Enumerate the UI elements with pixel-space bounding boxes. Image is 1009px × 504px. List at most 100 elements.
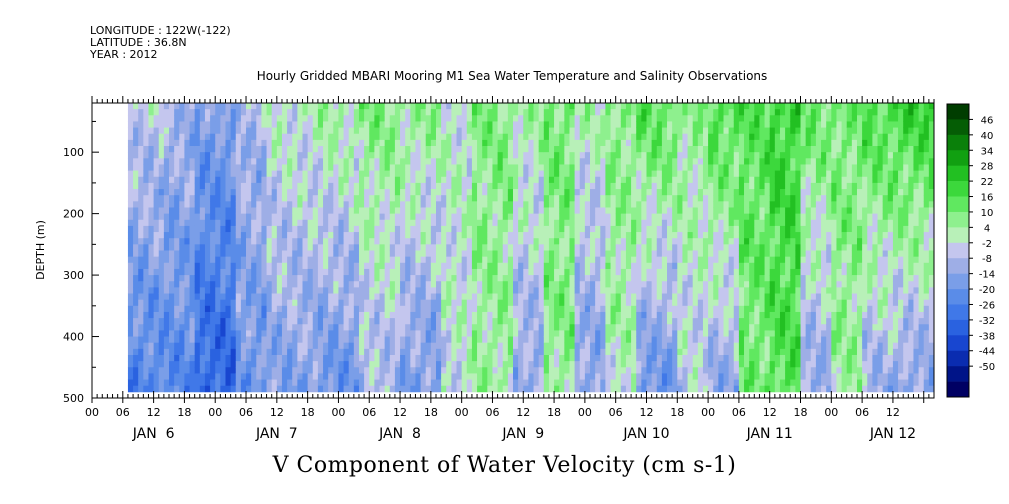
heatmap-cell xyxy=(312,201,319,208)
heatmap-cell xyxy=(610,207,617,215)
heatmap-cell xyxy=(441,244,447,251)
heatmap-cell xyxy=(451,225,457,233)
heatmap-cell xyxy=(579,238,586,245)
heatmap-cell xyxy=(482,225,488,233)
heatmap-cell xyxy=(210,250,216,258)
heatmap-cell xyxy=(554,176,560,184)
heatmap-cell xyxy=(533,305,540,313)
heatmap-cell xyxy=(543,189,550,196)
heatmap-cell xyxy=(471,299,478,307)
heatmap-cell xyxy=(189,287,196,294)
heatmap-cell xyxy=(189,189,196,196)
heatmap-cell xyxy=(574,201,581,208)
heatmap-cell xyxy=(297,232,303,239)
heatmap-cell xyxy=(384,152,391,159)
heatmap-cell xyxy=(338,324,344,331)
heatmap-cell xyxy=(374,268,380,276)
heatmap-cell xyxy=(184,342,190,350)
heatmap-cell xyxy=(312,361,319,368)
heatmap-cell xyxy=(492,287,498,294)
heatmap-cell xyxy=(466,146,473,153)
heatmap-cell xyxy=(266,201,273,208)
heatmap-cell xyxy=(163,336,170,344)
heatmap-cell xyxy=(143,232,149,239)
heatmap-cell xyxy=(405,318,411,325)
heatmap-cell xyxy=(148,238,155,245)
heatmap-cell xyxy=(194,109,201,116)
heatmap-cell xyxy=(307,103,314,110)
heatmap-cell xyxy=(343,287,350,294)
heatmap-cell xyxy=(461,373,468,380)
heatmap-cell xyxy=(235,318,242,325)
heatmap-cell xyxy=(466,158,473,165)
heatmap-cell xyxy=(317,281,324,288)
heatmap-cell xyxy=(574,330,581,337)
heatmap-cell xyxy=(256,176,262,184)
heatmap-cell xyxy=(394,342,401,350)
heatmap-cell xyxy=(179,189,185,196)
heatmap-cell xyxy=(153,139,160,147)
heatmap-cell xyxy=(204,164,211,172)
heatmap-cell xyxy=(379,379,386,387)
heatmap-cell xyxy=(251,133,257,141)
heatmap-cell xyxy=(574,213,581,221)
heatmap-cell xyxy=(400,305,406,313)
heatmap-cell xyxy=(405,146,411,153)
heatmap-cell xyxy=(569,299,576,307)
heatmap-cell xyxy=(461,213,468,221)
heatmap-cell xyxy=(513,281,519,288)
heatmap-cell xyxy=(461,275,468,282)
heatmap-cell xyxy=(667,299,673,307)
heatmap-cell xyxy=(225,318,232,325)
heatmap-cell xyxy=(138,121,144,128)
heatmap-cell xyxy=(615,318,622,325)
heatmap-cell xyxy=(497,219,504,227)
heatmap-cell xyxy=(528,299,534,307)
heatmap-cell xyxy=(169,262,175,270)
heatmap-cell xyxy=(143,244,149,251)
heatmap-cell xyxy=(543,348,550,356)
heatmap-cell xyxy=(600,250,606,258)
heatmap-cell xyxy=(631,373,637,380)
heatmap-cell xyxy=(507,189,514,196)
heatmap-cell xyxy=(199,103,206,110)
heatmap-cell xyxy=(497,164,504,172)
heatmap-cell xyxy=(384,256,391,264)
heatmap-cell xyxy=(667,225,673,233)
heatmap-cell xyxy=(256,268,262,276)
heatmap-cell xyxy=(564,336,570,344)
heatmap-cell xyxy=(656,287,663,294)
heatmap-cell xyxy=(261,336,267,344)
heatmap-cell xyxy=(461,256,468,264)
heatmap-cell xyxy=(430,385,437,393)
heatmap-cell xyxy=(251,225,257,233)
heatmap-cell xyxy=(590,354,596,362)
heatmap-cell xyxy=(430,281,437,288)
heatmap-cell xyxy=(471,146,478,153)
heatmap-cell xyxy=(584,330,591,337)
heatmap-cell xyxy=(574,287,581,294)
heatmap-cell xyxy=(389,311,396,319)
heatmap-cell xyxy=(461,164,468,172)
heatmap-cell xyxy=(590,299,596,307)
heatmap-cell xyxy=(235,311,242,319)
heatmap-cell xyxy=(574,299,581,307)
heatmap-cell xyxy=(215,121,221,128)
heatmap-cell xyxy=(497,281,504,288)
heatmap-cell xyxy=(590,109,596,116)
heatmap-cell xyxy=(615,152,622,159)
heatmap-cell xyxy=(625,324,632,331)
heatmap-cell xyxy=(523,287,529,294)
heatmap-cell xyxy=(441,385,447,393)
heatmap-cell xyxy=(620,146,627,153)
heatmap-cell xyxy=(174,201,180,208)
heatmap-cell xyxy=(502,299,509,307)
heatmap-cell xyxy=(194,219,201,227)
heatmap-cell xyxy=(430,232,437,239)
heatmap-cell xyxy=(379,354,386,362)
heatmap-cell xyxy=(477,361,483,368)
heatmap-cell xyxy=(584,293,591,301)
heatmap-cell xyxy=(590,268,596,276)
heatmap-cell xyxy=(538,330,545,337)
heatmap-cell xyxy=(487,164,493,172)
